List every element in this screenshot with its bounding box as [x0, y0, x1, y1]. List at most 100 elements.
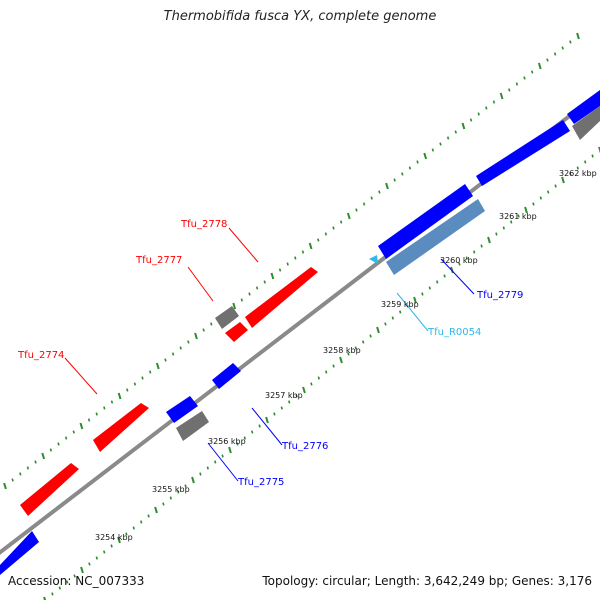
tick-label: 3262 kbp	[559, 169, 597, 178]
rna-marker-tfur0054[interactable]	[369, 255, 378, 264]
ruler-tick	[206, 466, 209, 470]
ruler-tick	[58, 586, 61, 590]
ruler-tick	[416, 160, 419, 164]
ruler-tick	[103, 550, 106, 554]
tick-label: 3257 kbp	[265, 391, 303, 400]
ruler-tick	[537, 62, 542, 70]
map-title: Thermobifida fusca YX, complete genome	[163, 9, 437, 24]
gene-label-tfu2777[interactable]: Tfu_2777	[135, 255, 182, 266]
feature-grey-c[interactable]	[572, 106, 600, 140]
ruler-tick	[49, 448, 53, 452]
ruler-tick	[339, 220, 343, 224]
accession-label: Accession: NC_007333	[8, 574, 145, 588]
ruler-tick	[202, 328, 205, 332]
ruler-tick	[591, 154, 594, 158]
ruler-tick	[325, 370, 328, 374]
rna-feature-tfur0054[interactable]	[386, 199, 485, 275]
gene-arrow-reverse-left[interactable]	[0, 531, 39, 575]
feature-grey-a[interactable]	[215, 306, 239, 329]
ruler-tick	[278, 268, 282, 272]
ruler-tick	[72, 430, 75, 434]
feature-grey-b[interactable]	[176, 411, 209, 441]
ruler-tick	[73, 574, 76, 578]
tick-label: 3256 kbp	[208, 437, 246, 446]
gene-arrow-reverse-c[interactable]	[567, 90, 600, 124]
ruler-tick	[263, 280, 266, 284]
gene-label-tfu2775[interactable]: Tfu_2775	[237, 477, 284, 488]
ruler-tick	[95, 556, 98, 560]
ruler-tick	[162, 502, 165, 506]
ruler-tick	[147, 514, 150, 518]
ruler-tick	[302, 386, 306, 394]
ruler-tick	[355, 208, 358, 212]
gene-arrow-tfu2774a[interactable]	[20, 463, 79, 516]
ruler-tick	[362, 202, 366, 206]
ruler-tick	[194, 332, 198, 340]
ruler-tick	[469, 118, 473, 122]
ruler-tick	[310, 382, 313, 386]
gene-label-tfu2779[interactable]: Tfu_2779	[476, 290, 523, 301]
ruler-tick	[523, 76, 526, 80]
ruler-tick	[110, 544, 113, 548]
gene-arrow-tfu2779[interactable]	[378, 184, 473, 259]
ruler-tick	[66, 580, 69, 584]
gene-label-tfur0054[interactable]: Tfu_R0054	[427, 327, 481, 338]
ruler-tick	[154, 506, 158, 514]
ruler-tick	[3, 482, 7, 490]
ruler-tick	[177, 490, 180, 494]
gene-arrow-tfu2775[interactable]	[166, 396, 198, 423]
ruler-tick	[510, 220, 513, 224]
ruler-tick	[546, 58, 549, 62]
gene-arrow-tfu2776[interactable]	[212, 363, 241, 389]
ruler-tick	[248, 292, 251, 296]
gene-label-tfu2778[interactable]: Tfu_2778	[180, 219, 227, 230]
ruler-tick	[80, 566, 84, 574]
ruler-tick	[126, 388, 129, 392]
ruler-tick	[34, 460, 37, 464]
ruler-tick	[103, 406, 106, 410]
ruler-tick	[346, 212, 351, 220]
ruler-tick	[294, 256, 297, 260]
ruler-tick	[286, 262, 289, 266]
ruler-tick	[133, 382, 137, 386]
ruler-tick	[561, 176, 565, 184]
ruler-tick	[477, 112, 480, 116]
ruler-tick	[428, 286, 431, 290]
ruler-tick	[508, 88, 511, 92]
ruler-tick	[495, 232, 498, 236]
ruler-tick	[199, 472, 202, 476]
ruler-tick	[148, 370, 152, 374]
ruler-tick	[384, 322, 387, 326]
ruler-tick	[347, 352, 350, 356]
gene-arrow-tfu2774b[interactable]	[93, 403, 149, 452]
ruler-tick	[273, 412, 276, 416]
ruler-tick	[431, 148, 435, 152]
gene-label-tfu2774[interactable]: Tfu_2774	[17, 350, 64, 361]
gene-arrow-tfu2777[interactable]	[225, 322, 248, 342]
label-leaders	[64, 227, 475, 482]
ruler-tick	[19, 472, 22, 476]
tick-label: 3260 kbp	[440, 256, 478, 265]
ruler-tick	[461, 122, 466, 130]
ruler-tick	[258, 424, 261, 428]
ruler-tick	[64, 436, 68, 440]
ruler-tick	[517, 214, 520, 218]
tick-label: 3261 kbp	[499, 212, 537, 221]
ruler-tick	[378, 190, 381, 194]
gene-arrow-reverse-b[interactable]	[476, 120, 570, 186]
ruler-tick	[236, 442, 239, 446]
ruler-tick	[465, 256, 468, 260]
ruler-tick	[524, 206, 528, 214]
ruler-tick	[210, 322, 213, 326]
ruler-tick	[265, 416, 269, 424]
ruler-tick	[317, 376, 320, 380]
ruler-tick	[57, 442, 60, 446]
gene-label-tfu2776[interactable]: Tfu_2776	[281, 441, 328, 452]
gene-arrow-tfu2778[interactable]	[245, 267, 318, 328]
ruler-tick	[421, 292, 424, 296]
ruler-tick	[191, 476, 195, 484]
ruler-tick	[221, 454, 224, 458]
ruler-tick	[584, 160, 587, 164]
